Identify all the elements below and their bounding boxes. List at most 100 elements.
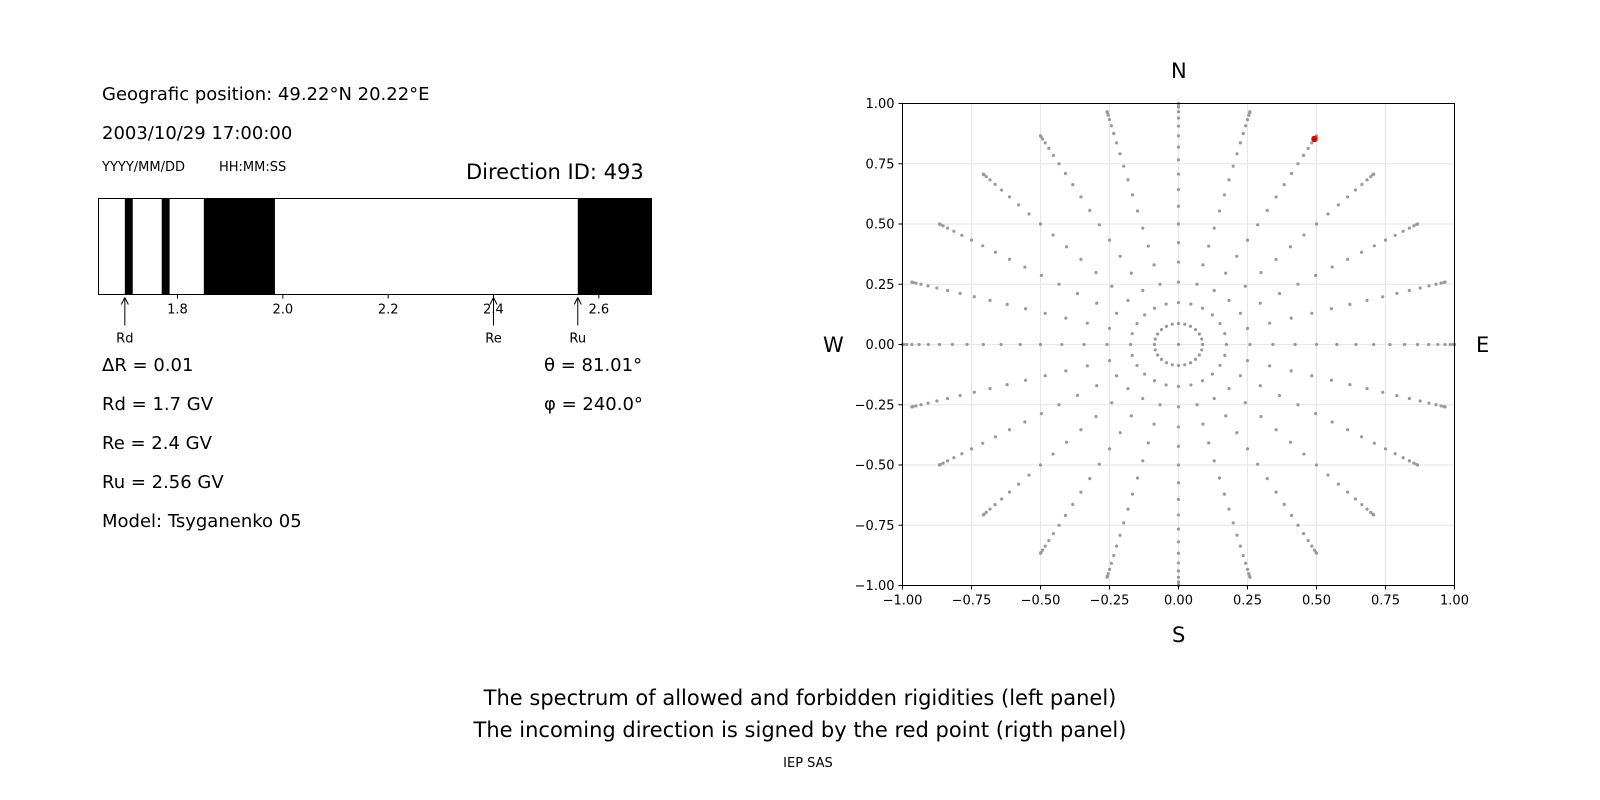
direction-point <box>1007 428 1012 432</box>
x-tick-label: −0.50 <box>1021 594 1061 609</box>
direction-point <box>1122 164 1126 168</box>
direction-point <box>1039 412 1044 416</box>
direction-point <box>1023 420 1027 424</box>
direction-point <box>1176 569 1181 573</box>
direction-point <box>1043 544 1047 548</box>
x-tick-label: 1.00 <box>1440 594 1469 609</box>
direction-point <box>1212 288 1216 293</box>
direction-point <box>1434 403 1438 407</box>
direction-point <box>1176 222 1181 226</box>
direction-point <box>1245 238 1250 242</box>
direction-point <box>1296 162 1300 166</box>
spectrum-tick-label: 2.2 <box>378 303 399 318</box>
direction-point <box>1085 321 1089 325</box>
direction-point <box>1038 134 1043 138</box>
direction-point <box>1164 324 1169 328</box>
direction-point <box>910 280 914 284</box>
direction-point <box>1152 342 1157 347</box>
direction-point <box>1176 444 1181 448</box>
direction-point <box>1353 188 1357 192</box>
direction-point <box>1176 172 1181 176</box>
direction-point <box>1301 532 1306 536</box>
direction-point <box>1130 353 1134 357</box>
direction-point <box>1207 244 1211 248</box>
direction-point <box>1176 116 1181 120</box>
direction-point <box>1372 172 1376 176</box>
direction-point <box>1401 229 1405 233</box>
direction-point <box>1200 306 1205 310</box>
direction-point <box>1326 473 1330 477</box>
direction-point <box>981 513 985 517</box>
direction-point <box>1383 238 1388 242</box>
direction-point <box>1051 233 1055 237</box>
direction-point <box>1222 193 1227 197</box>
direction-point <box>1141 459 1145 463</box>
y-tick-label: 0.25 <box>866 278 895 293</box>
direction-point <box>1129 271 1133 275</box>
direction-point <box>1365 178 1369 182</box>
direction-point <box>1360 503 1364 507</box>
direction-point <box>1105 110 1109 114</box>
direction-point <box>1047 539 1051 543</box>
direction-point <box>1345 257 1350 261</box>
direction-point <box>1313 273 1318 277</box>
x-tick-label: 0.00 <box>1164 594 1193 609</box>
direction-point <box>1051 153 1056 157</box>
direction-point <box>1176 187 1181 192</box>
date-format-label: YYYY/MM/DD <box>102 160 185 175</box>
direction-point <box>1146 441 1150 445</box>
direction-point <box>1193 357 1198 361</box>
direction-point <box>937 342 942 347</box>
direction-point <box>1243 284 1247 288</box>
direction-point <box>1152 422 1156 426</box>
incoming-direction-marker <box>1311 135 1318 143</box>
direction-point <box>1407 396 1411 401</box>
direction-point <box>1000 497 1004 501</box>
direction-point <box>1245 447 1250 451</box>
direction-point <box>1038 342 1043 347</box>
forbidden-band <box>203 198 275 295</box>
direction-point <box>1372 244 1376 248</box>
direction-point <box>1354 342 1358 347</box>
direction-point <box>1443 280 1447 284</box>
direction-point <box>1043 374 1047 378</box>
direction-point <box>1060 342 1064 347</box>
direction-point <box>993 503 997 507</box>
direction-point <box>1345 428 1350 432</box>
direction-point <box>1245 118 1250 122</box>
direction-point <box>1176 551 1181 555</box>
direction-scatter-chart: −1.00 −0.75 −0.50 −0.25 0.00 0.25 0.50 0.75 1.00… <box>855 97 1469 609</box>
direction-point <box>1176 134 1181 138</box>
direction-point <box>935 399 939 403</box>
direction-point <box>1018 342 1022 347</box>
direction-point <box>972 390 976 394</box>
direction-point <box>1312 548 1317 552</box>
direction-point <box>1415 463 1420 467</box>
direction-point <box>1115 544 1119 548</box>
direction-point <box>1345 490 1350 494</box>
re-value: Re = 2.4 GV <box>102 433 212 454</box>
direction-point <box>1330 420 1334 424</box>
direction-point <box>1238 374 1242 378</box>
direction-point <box>1210 372 1214 376</box>
direction-point <box>1360 182 1364 186</box>
direction-point <box>1274 428 1278 432</box>
direction-point <box>946 226 950 230</box>
direction-point <box>1107 326 1112 330</box>
spectrum-x-axis: 1.8 2.0 2.2 2.4 2.6 <box>167 294 609 318</box>
direction-point <box>1402 342 1407 347</box>
direction-point <box>1176 124 1181 128</box>
direction-point <box>1107 118 1112 122</box>
direction-point <box>926 284 930 288</box>
y-tick-label: 1.00 <box>866 97 895 112</box>
direction-point <box>1200 348 1204 352</box>
direction-point <box>1244 561 1248 565</box>
direction-point <box>1365 387 1369 391</box>
marker-arrow-head <box>489 297 498 305</box>
direction-point <box>1106 113 1110 117</box>
direction-point <box>958 291 962 296</box>
direction-point <box>1071 183 1075 187</box>
direction-point <box>1017 203 1021 207</box>
direction-point <box>981 244 985 248</box>
direction-point <box>1118 431 1122 435</box>
